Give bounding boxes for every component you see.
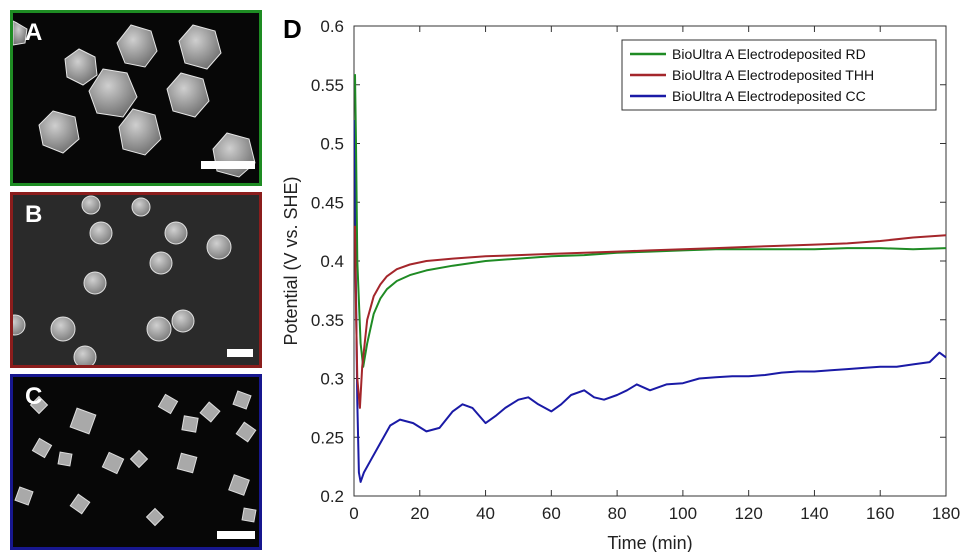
series-line-2 (353, 119, 947, 483)
x-tick-label: 140 (800, 504, 828, 523)
sem-image-a (13, 20, 256, 178)
sem-panel-b: B (10, 192, 262, 368)
potential-chart: 0.2 0.25 0.3 0.35 0.4 0.45 0.5 0.55 0.6 0 20 40 60 8… (281, 17, 960, 552)
panel-d-letter: D (283, 14, 302, 44)
scale-bar-c (217, 531, 255, 539)
sem-image-c (14, 390, 257, 527)
y-axis-ticks: 0.2 0.25 0.3 0.35 0.4 0.45 0.5 0.55 0.6 (311, 17, 946, 506)
x-tick-label: 80 (608, 504, 627, 523)
y-tick-label: 0.5 (320, 135, 344, 154)
x-tick-label: 160 (866, 504, 894, 523)
series-lines (353, 74, 947, 483)
y-tick-label: 0.25 (311, 428, 344, 447)
y-tick-label: 0.6 (320, 17, 344, 36)
y-tick-label: 0.45 (311, 193, 344, 212)
x-axis-label: Time (min) (607, 533, 692, 552)
scale-bar-b (227, 349, 253, 357)
y-tick-label: 0.4 (320, 252, 344, 271)
sem-panel-c: C (10, 374, 262, 550)
y-axis-label: Potential (V vs. SHE) (281, 176, 301, 345)
legend-entry: BioUltra A Electrodeposited RD (672, 46, 866, 62)
legend: BioUltra A Electrodeposited RD BioUltra A… (621, 39, 937, 111)
y-tick-label: 0.3 (320, 370, 344, 389)
y-tick-label: 0.35 (311, 311, 344, 330)
panel-b-letter: B (25, 201, 43, 228)
x-axis-ticks: 0 20 40 60 80 100 120 140 160 180 (349, 26, 960, 523)
y-tick-label: 0.55 (311, 76, 344, 95)
legend-entry: BioUltra A Electrodeposited CC (672, 88, 866, 104)
scale-bar-a (201, 161, 255, 169)
x-tick-label: 180 (932, 504, 960, 523)
x-tick-label: 20 (410, 504, 429, 523)
x-tick-label: 120 (734, 504, 762, 523)
legend-box (621, 39, 937, 111)
sem-image-b (13, 195, 232, 365)
x-tick-label: 60 (542, 504, 561, 523)
sem-panel-a: A (10, 10, 262, 186)
series-line-1 (354, 225, 947, 409)
panel-c-letter: C (25, 383, 43, 410)
y-tick-label: 0.2 (320, 487, 344, 506)
x-tick-label: 40 (476, 504, 495, 523)
legend-entry: BioUltra A Electrodeposited THH (672, 67, 874, 83)
panel-a-letter: A (25, 19, 43, 46)
x-tick-label: 100 (669, 504, 697, 523)
x-tick-label: 0 (349, 504, 358, 523)
series-line-0 (354, 74, 947, 368)
